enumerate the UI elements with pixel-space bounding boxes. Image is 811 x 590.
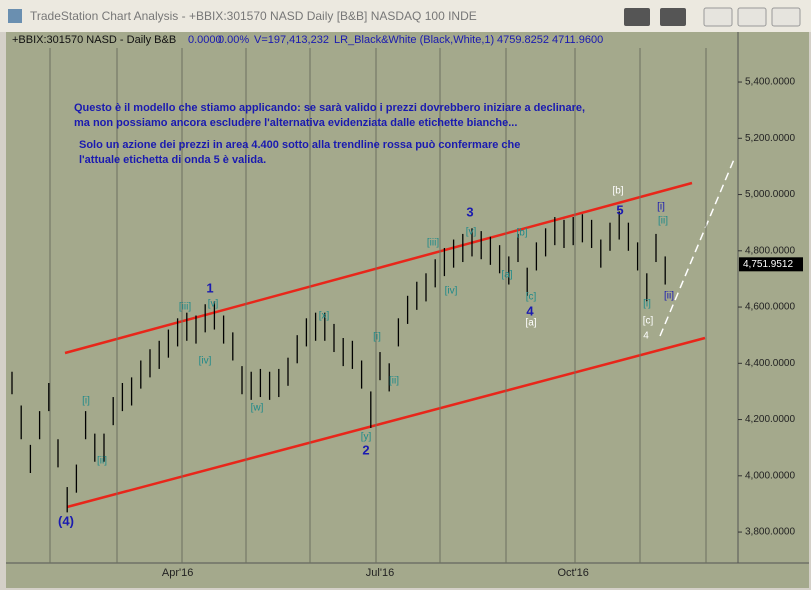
window-title: TradeStation Chart Analysis - +BBIX:3015… <box>30 9 477 23</box>
info-field: 4759.8252 <box>497 34 549 46</box>
wave-label: [ii] <box>97 456 107 467</box>
last-price-label: 4,751.9512 <box>743 259 793 270</box>
wave-label: [v] <box>208 299 219 310</box>
y-tick-label: 4,400.0000 <box>745 358 795 369</box>
i-button[interactable] <box>660 8 686 26</box>
wave-label: [ii] <box>389 376 399 387</box>
wave-label: [i] <box>657 202 665 213</box>
wave-label: [a] <box>501 270 512 281</box>
wave-label: [ii] <box>664 291 674 302</box>
projection-line <box>659 156 736 337</box>
wave-label: 4 <box>643 331 649 342</box>
info-field: +BBIX:301570 NASD - Daily B&B <box>12 34 176 46</box>
y-tick-label: 5,200.0000 <box>745 133 795 144</box>
wave-label: [y] <box>361 432 372 443</box>
y-tick-label: 4,600.0000 <box>745 302 795 313</box>
wave-label: [b] <box>516 228 527 239</box>
wave-label: 2 <box>362 442 369 457</box>
info-field: V=197,413,232 <box>254 34 329 46</box>
info-field: LR_Black&White (Black,White,1) <box>334 34 494 46</box>
upper-trendline <box>64 181 693 355</box>
wave-label: 5 <box>616 202 623 217</box>
x-tick-label: Apr'16 <box>162 567 193 579</box>
wave-label: 4 <box>526 303 534 318</box>
wave-label: [ii] <box>658 216 668 227</box>
x-tick-label: Jul'16 <box>366 567 394 579</box>
x-tick-label: Oct'16 <box>557 567 588 579</box>
wave-label: [iii] <box>179 302 191 313</box>
note-text: Solo un azione dei prezzi in area 4.400 … <box>79 139 520 151</box>
wave-label: [iv] <box>199 356 212 367</box>
wave-label: 1 <box>206 280 213 295</box>
wave-label: [v] <box>466 227 477 238</box>
minimize-button[interactable] <box>703 7 733 27</box>
info-field: 4711.9600 <box>552 34 603 46</box>
info-field: 0.0000 <box>188 34 222 46</box>
y-tick-label: 5,400.0000 <box>745 77 795 88</box>
wave-label: [c] <box>643 316 654 327</box>
wave-label: [b] <box>612 186 623 197</box>
info-field: 0.00% <box>218 34 249 46</box>
y-tick-label: 3,800.0000 <box>745 527 795 538</box>
wave-label: [iv] <box>445 286 458 297</box>
toolbar-buttons[interactable] <box>624 7 801 27</box>
wave-label: [iii] <box>427 238 439 249</box>
wave-label: [w] <box>251 403 264 414</box>
s-button[interactable] <box>624 8 650 26</box>
wave-label: 3 <box>466 204 473 219</box>
last-price-box <box>739 257 803 272</box>
wave-label: [a] <box>525 318 536 329</box>
app-icon <box>8 9 22 23</box>
wave-label: [x] <box>319 311 330 322</box>
wave-label: [i] <box>373 332 381 343</box>
y-tick-label: 4,000.0000 <box>745 470 795 481</box>
restore-button[interactable] <box>737 7 767 27</box>
wave-label: (4) <box>58 513 74 528</box>
note-text: ma non possiamo ancora escludere l'alter… <box>74 117 517 129</box>
close-button[interactable] <box>771 7 801 27</box>
lower-trendline <box>66 336 706 509</box>
note-text: l'attuale etichetta di onda 5 è valida. <box>79 154 266 166</box>
note-text: Questo è il modello che stiamo applicand… <box>74 102 585 114</box>
wave-label: [i] <box>82 396 90 407</box>
y-tick-label: 4,200.0000 <box>745 414 795 425</box>
y-tick-label: 5,000.0000 <box>745 189 795 200</box>
wave-label: [i] <box>643 299 651 310</box>
wave-label: [c] <box>526 292 537 303</box>
y-tick-label: 4,800.0000 <box>745 245 795 256</box>
